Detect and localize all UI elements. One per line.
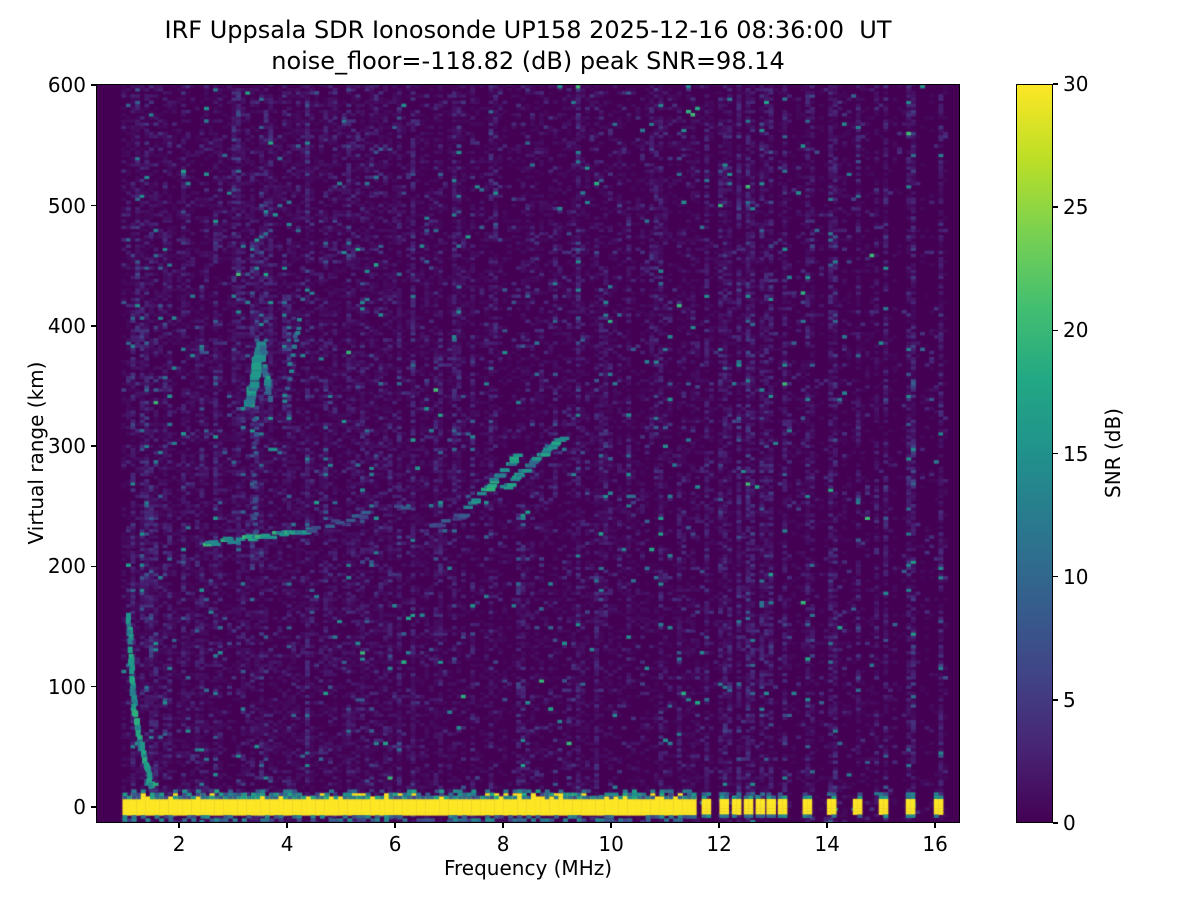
x-tick-label: 6 xyxy=(388,832,402,856)
colorbar-tick-label: 30 xyxy=(1063,72,1089,96)
x-tick-label: 8 xyxy=(496,832,510,856)
x-tick-label: 2 xyxy=(172,832,186,856)
x-tick-mark xyxy=(178,823,180,828)
x-tick-label: 14 xyxy=(814,832,840,856)
y-tick-mark xyxy=(91,325,96,327)
colorbar-tick-label: 20 xyxy=(1063,318,1089,343)
y-axis-label: Virtual range (km) xyxy=(24,361,48,545)
y-tick-label: 600 xyxy=(47,73,86,98)
colorbar-tick-label: 0 xyxy=(1063,811,1076,835)
x-tick-label: 16 xyxy=(922,832,948,856)
x-tick-mark xyxy=(286,823,288,828)
x-tick-mark xyxy=(394,823,396,828)
y-tick-mark xyxy=(91,685,96,688)
x-tick-label: 4 xyxy=(280,832,294,856)
x-tick-label: 12 xyxy=(706,832,732,856)
x-tick-mark xyxy=(502,823,504,828)
chart-subtitle: noise_floor=-118.82 (dB) peak SNR=98.14 xyxy=(271,47,785,75)
x-axis-label: Frequency (MHz) xyxy=(443,856,613,880)
colorbar-tick-mark xyxy=(1053,206,1058,208)
y-tick-label: 300 xyxy=(47,434,86,459)
ionogram-heatmap-canvas xyxy=(96,84,960,823)
y-tick-label: 200 xyxy=(47,554,86,579)
x-tick-mark xyxy=(718,823,720,828)
colorbar-tick-mark xyxy=(1053,83,1058,85)
y-tick-mark xyxy=(91,204,96,207)
y-tick-label: 100 xyxy=(47,674,86,699)
colorbar-tick-mark xyxy=(1053,822,1058,824)
colorbar-tick-mark xyxy=(1053,575,1058,578)
y-tick-label: 400 xyxy=(47,313,86,338)
x-tick-mark xyxy=(934,823,936,828)
y-tick-mark xyxy=(91,806,96,808)
colorbar-gradient xyxy=(1016,84,1053,823)
y-tick-mark xyxy=(91,84,96,86)
y-tick-mark xyxy=(91,565,96,568)
colorbar-tick-mark xyxy=(1053,452,1058,455)
y-tick-label: 500 xyxy=(47,193,86,218)
colorbar-tick-label: 25 xyxy=(1063,195,1089,220)
colorbar-tick-mark xyxy=(1053,699,1058,701)
x-tick-label: 10 xyxy=(598,832,624,856)
x-tick-mark xyxy=(826,823,828,828)
chart-title: IRF Uppsala SDR Ionosonde UP158 2025-12-… xyxy=(164,16,892,44)
colorbar-tick-mark xyxy=(1053,329,1058,332)
y-tick-mark xyxy=(91,445,96,447)
colorbar-label: SNR (dB) xyxy=(1101,408,1125,498)
colorbar-tick-label: 10 xyxy=(1063,564,1089,589)
x-tick-mark xyxy=(610,823,612,828)
y-tick-label: 0 xyxy=(73,795,86,819)
colorbar-tick-label: 5 xyxy=(1063,687,1076,712)
colorbar-tick-label: 15 xyxy=(1063,441,1089,466)
